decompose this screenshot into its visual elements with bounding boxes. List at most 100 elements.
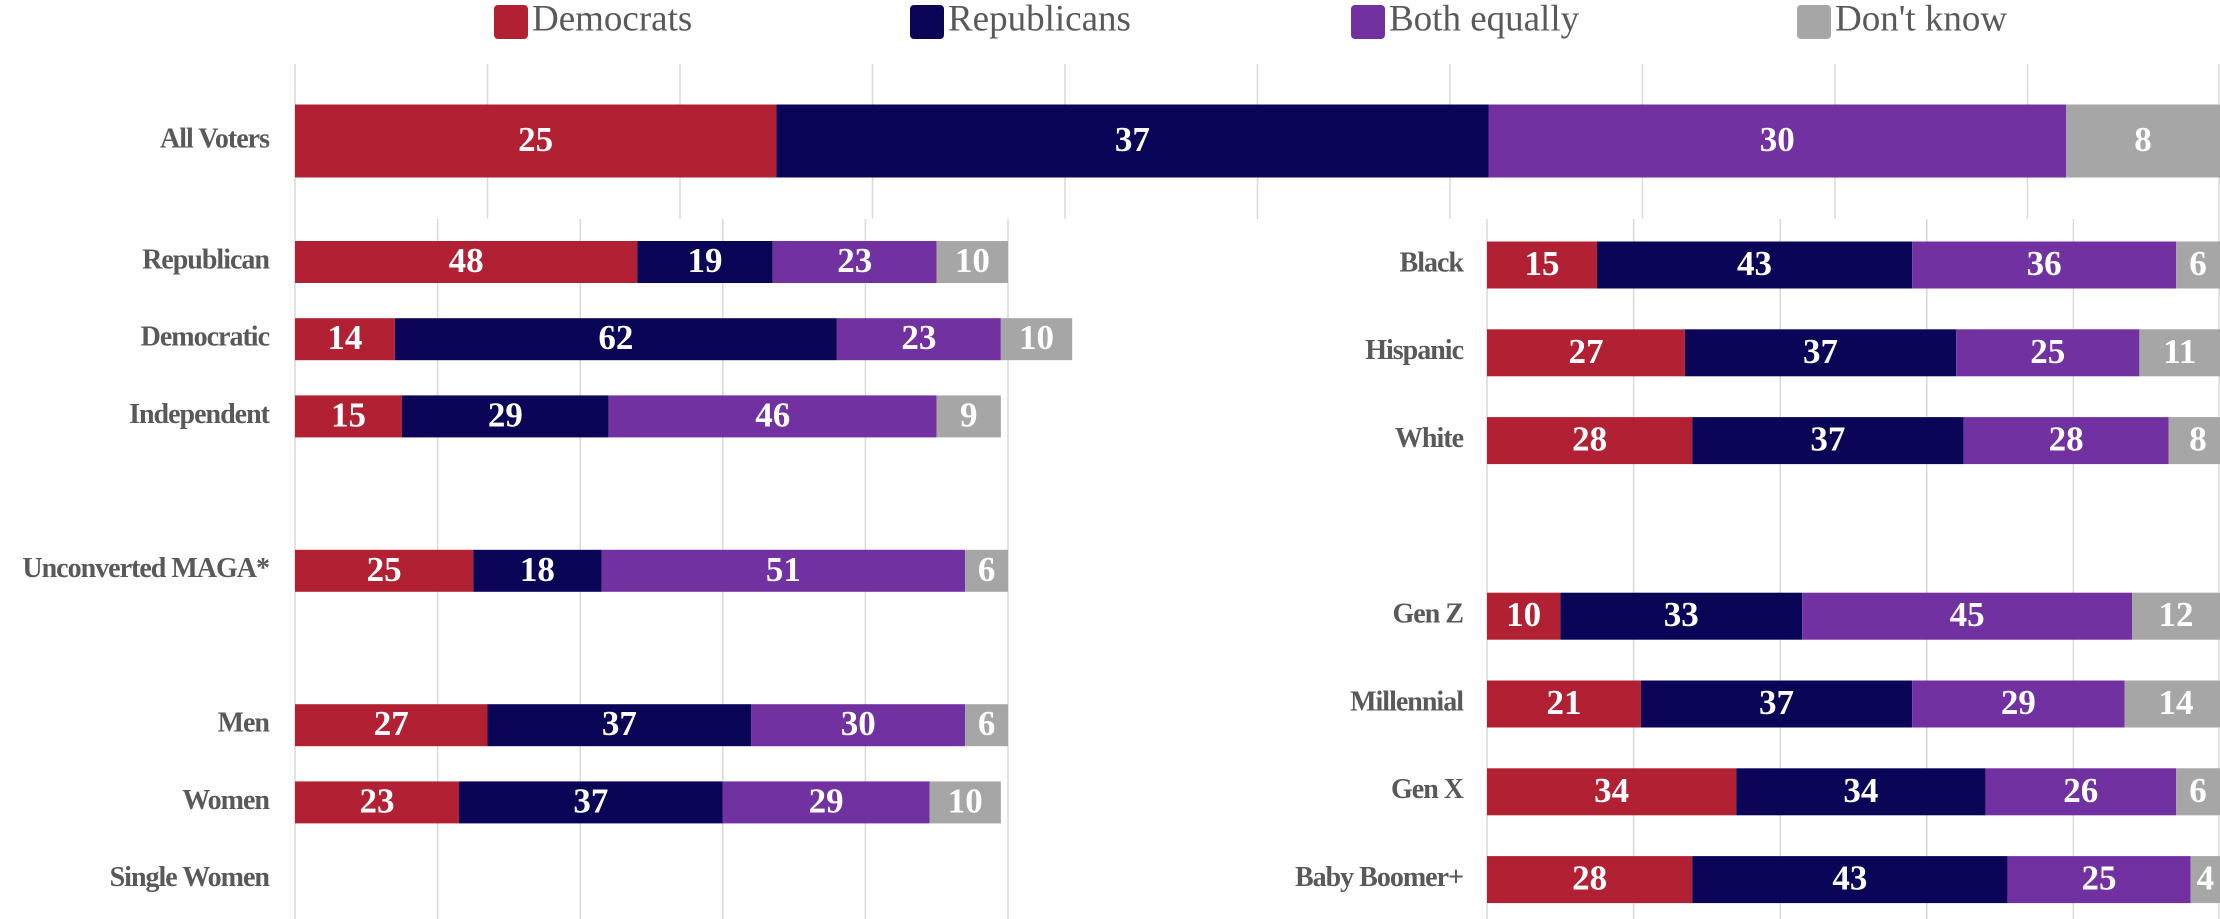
- value-label: 26: [2063, 771, 2098, 810]
- category-label: Gen Z: [1393, 599, 1464, 630]
- bar-segment: [751, 704, 966, 747]
- value-label: 19: [687, 241, 722, 280]
- bar-segment: [1487, 241, 1597, 289]
- value-label: 12: [2159, 595, 2194, 634]
- bar-segment: [936, 241, 1008, 283]
- value-label: 23: [359, 781, 394, 820]
- value-label: 6: [978, 550, 996, 589]
- bar-segment: [2066, 104, 2220, 178]
- bar-segment: [1802, 592, 2133, 640]
- bar-segment: [487, 704, 752, 747]
- bar-segment: [1985, 768, 2177, 816]
- bar-segment: [2190, 856, 2220, 904]
- value-label: 10: [1019, 318, 1054, 357]
- bar-segment: [608, 395, 937, 438]
- value-label: 30: [1760, 120, 1795, 159]
- value-label: 11: [2163, 332, 2196, 371]
- bar-segment: [1963, 417, 2169, 465]
- value-label: 33: [1664, 595, 1699, 634]
- bar-segment: [295, 781, 459, 824]
- bar-segment: [473, 549, 602, 592]
- bar-segment: [1912, 680, 2125, 728]
- bar-segment: [295, 549, 474, 592]
- bar-segment: [1912, 241, 2177, 289]
- category-label: Men: [218, 708, 271, 739]
- bar-segment: [1736, 768, 1986, 816]
- legend-label: Democrats: [532, 0, 692, 39]
- value-label: 46: [755, 395, 790, 434]
- value-label: 23: [837, 241, 872, 280]
- value-label: 25: [518, 120, 553, 159]
- bar-segment: [2168, 417, 2220, 465]
- value-label: 25: [367, 550, 402, 589]
- bar-segment: [1487, 856, 1693, 904]
- bar-segment: [1487, 592, 1561, 640]
- value-label: 37: [573, 781, 608, 820]
- bar-segment: [458, 781, 723, 824]
- bar-segment: [1684, 329, 1957, 377]
- value-label: 23: [901, 318, 936, 357]
- bar-segment: [722, 781, 930, 824]
- bar-segment: [295, 241, 638, 283]
- bar-segment: [295, 395, 402, 438]
- bar-segment: [601, 549, 966, 592]
- value-label: 37: [1803, 332, 1838, 371]
- value-label: 29: [2001, 683, 2036, 722]
- category-label: Gen X: [1391, 774, 1464, 805]
- bar-segment: [1596, 241, 1913, 289]
- value-label: 37: [1759, 683, 1794, 722]
- bar-segment: [929, 781, 1001, 824]
- bar-segment: [2007, 856, 2191, 904]
- bar-segment: [1487, 417, 1693, 465]
- bar-segment: [295, 318, 395, 361]
- value-label: 27: [374, 704, 409, 743]
- value-label: 6: [2189, 244, 2207, 283]
- value-label: 27: [1568, 332, 1603, 371]
- value-label: 10: [1506, 595, 1541, 634]
- value-label: 43: [1737, 244, 1772, 283]
- category-label: Independent: [129, 399, 271, 430]
- value-label: 10: [948, 781, 983, 820]
- value-label: 8: [2134, 120, 2152, 159]
- value-label: 43: [1832, 859, 1867, 898]
- bar-segment: [965, 704, 1008, 747]
- value-label: 4: [2197, 859, 2215, 898]
- bar-segment: [2132, 592, 2220, 640]
- bar-segment: [1640, 680, 1913, 728]
- bar-segment: [401, 395, 609, 438]
- bar-segment: [637, 241, 773, 283]
- value-label: 28: [2049, 420, 2084, 459]
- legend-swatch: [494, 5, 528, 39]
- bar-segment: [836, 318, 1001, 361]
- bar-segment: [772, 241, 937, 283]
- value-label: 21: [1546, 683, 1581, 722]
- category-label: All Voters: [160, 123, 270, 154]
- category-label: Baby Boomer+: [1295, 862, 1463, 893]
- category-label: Women: [182, 785, 270, 816]
- value-label: 30: [841, 704, 876, 743]
- bar-segment: [2176, 768, 2220, 816]
- bar-segment: [1560, 592, 1803, 640]
- value-label: 28: [1572, 859, 1607, 898]
- value-label: 15: [331, 395, 366, 434]
- legend-label: Republicans: [948, 0, 1131, 39]
- category-label: Unconverted MAGA*: [22, 553, 269, 584]
- legend-label: Don't know: [1835, 0, 2007, 39]
- value-label: 10: [955, 241, 990, 280]
- bar-segment: [394, 318, 837, 361]
- value-label: 34: [1843, 771, 1878, 810]
- category-label: White: [1395, 423, 1464, 454]
- bar-segment: [2139, 329, 2220, 377]
- bar-segment: [965, 549, 1008, 592]
- value-label: 37: [1115, 120, 1150, 159]
- bar-segment: [1692, 417, 1964, 465]
- value-label: 36: [2027, 244, 2062, 283]
- value-label: 34: [1594, 771, 1629, 810]
- value-label: 18: [520, 550, 555, 589]
- legend-swatch: [1351, 5, 1385, 39]
- category-label: Republican: [142, 244, 270, 275]
- value-label: 29: [488, 395, 523, 434]
- value-label: 8: [2189, 420, 2207, 459]
- value-label: 28: [1572, 420, 1607, 459]
- legend-label: Both equally: [1389, 0, 1580, 39]
